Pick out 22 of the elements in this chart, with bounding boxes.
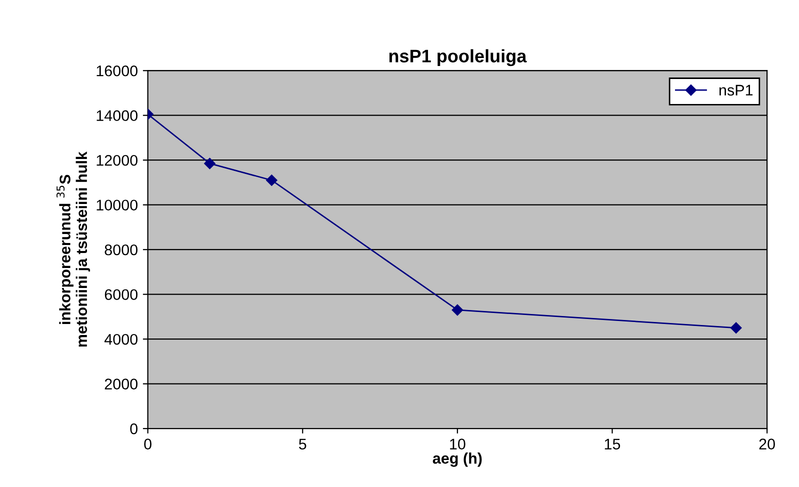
y-tick-label: 4000 [104, 334, 138, 345]
x-tick-label: 10 [450, 438, 466, 450]
y-tick-label: 12000 [96, 154, 138, 166]
y-axis-title: inkorporeerunud $^{35}$S metioniini ja tsüsteiini hulk [56, 152, 90, 347]
x-tick-label: 0 [144, 438, 152, 450]
point [452, 304, 464, 316]
y-tick-label: 0 [130, 423, 138, 434]
y-tick-label: 10000 [96, 200, 138, 211]
x-axis-title: aeg (h) [432, 452, 482, 467]
chart-title: nsP1 pooleluiga [389, 49, 527, 66]
point [266, 174, 278, 186]
y-tick-label: 6000 [104, 289, 138, 300]
y-tick-label: 16000 [96, 65, 138, 76]
point [204, 158, 216, 170]
x-tick-label: 5 [298, 438, 306, 450]
y-tick-label: 2000 [104, 378, 138, 390]
x-tick-label: 20 [759, 438, 775, 450]
legend-label: nsP1 [719, 84, 753, 96]
x-tick-label: 15 [604, 438, 620, 450]
point [730, 322, 742, 334]
y-tick-label: 8000 [104, 244, 138, 256]
y-tick-label: 14000 [96, 110, 138, 122]
